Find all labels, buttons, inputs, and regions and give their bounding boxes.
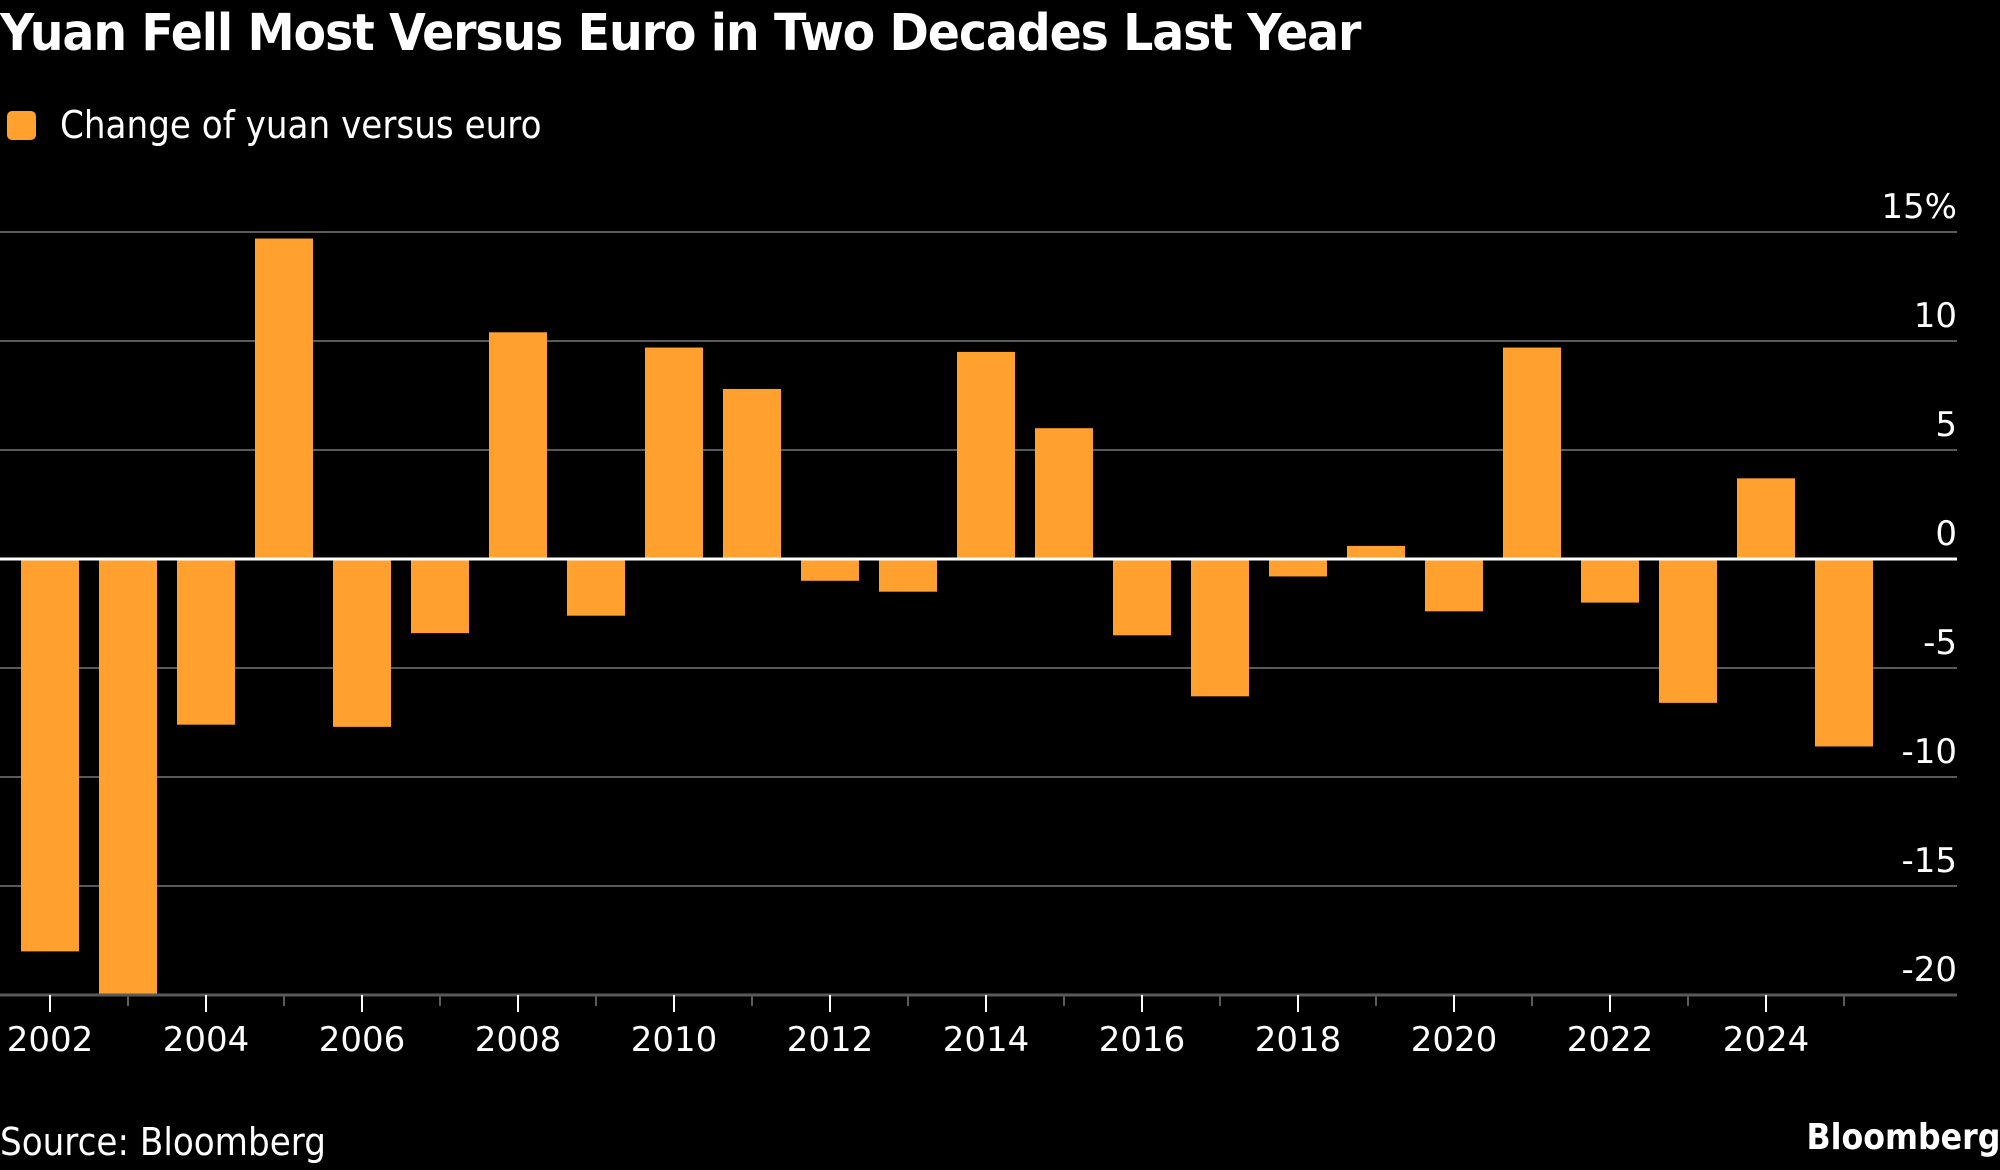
source-note: Source: Bloomberg (0, 1120, 326, 1164)
y-tick-label: 10 (1914, 296, 1957, 336)
legend: Change of yuan versus euro (7, 100, 595, 150)
y-tick-label: -5 (1923, 623, 1957, 663)
bar-2014 (957, 351, 1015, 559)
x-tick-label: 2012 (787, 1020, 874, 1060)
chart-title: Yuan Fell Most Versus Euro in Two Decade… (0, 4, 1361, 63)
bar-2004 (177, 559, 235, 725)
y-tick-label: 15% (1881, 187, 1957, 227)
bar-2024 (1737, 478, 1795, 559)
bar-2008 (489, 332, 547, 559)
bar-2002 (21, 559, 79, 952)
bar-2020 (1425, 559, 1483, 612)
x-tick-label: 2006 (319, 1020, 406, 1060)
x-tick-label: 2014 (943, 1020, 1030, 1060)
bar-2017 (1191, 559, 1249, 697)
bar-2019 (1347, 545, 1405, 559)
x-tick-label: 2010 (631, 1020, 718, 1060)
bar-2018 (1269, 559, 1327, 577)
bar-2012 (801, 559, 859, 581)
y-tick-label: -10 (1901, 732, 1957, 772)
bar-2009 (567, 559, 625, 616)
bar-2025 (1815, 559, 1873, 747)
bar-2021 (1503, 347, 1561, 559)
legend-label: Change of yuan versus euro (60, 103, 542, 147)
y-axis: 15% 10 5 0 -5 -10 -15 -20 (1881, 187, 1957, 990)
bars (21, 238, 1873, 995)
bar-2023 (1659, 559, 1717, 703)
bar-2011 (723, 388, 781, 559)
x-axis: 2002 2004 2006 2008 2010 2012 2014 2016 2018 2020… (0, 993, 1957, 1060)
x-tick-label: 2016 (1099, 1020, 1186, 1060)
y-tick-label: -20 (1901, 950, 1957, 990)
x-tick-label: 2024 (1723, 1020, 1810, 1060)
bar-2003 (99, 559, 157, 995)
bloomberg-logo: Bloomberg (1805, 1117, 2000, 1158)
x-tick-label: 2008 (475, 1020, 562, 1060)
bar-2022 (1581, 559, 1639, 603)
legend-swatch (7, 110, 36, 140)
y-tick-label: -15 (1901, 841, 1957, 881)
x-tick-label: 2002 (7, 1020, 94, 1060)
bar-2007 (411, 559, 469, 634)
y-tick-label: 5 (1935, 405, 1957, 445)
x-tick-label: 2022 (1567, 1020, 1654, 1060)
bar-2006 (333, 559, 391, 727)
x-tick-label: 2018 (1255, 1020, 1342, 1060)
x-tick-label: 2020 (1411, 1020, 1498, 1060)
bar-2013 (879, 559, 937, 592)
x-tick-label: 2004 (163, 1020, 250, 1060)
bar-2005 (255, 238, 313, 560)
bar-2016 (1113, 559, 1171, 636)
bar-2015 (1035, 428, 1093, 559)
bar-2010 (645, 347, 703, 559)
y-tick-label: 0 (1935, 514, 1957, 554)
gridlines (0, 231, 1957, 887)
